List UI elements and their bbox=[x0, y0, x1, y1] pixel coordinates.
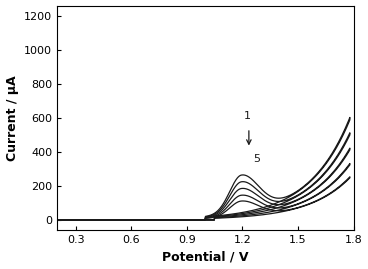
Y-axis label: Current / μA: Current / μA bbox=[6, 75, 18, 161]
Text: 5: 5 bbox=[254, 154, 261, 164]
Text: 1: 1 bbox=[244, 111, 251, 121]
X-axis label: Potential / V: Potential / V bbox=[162, 250, 248, 263]
